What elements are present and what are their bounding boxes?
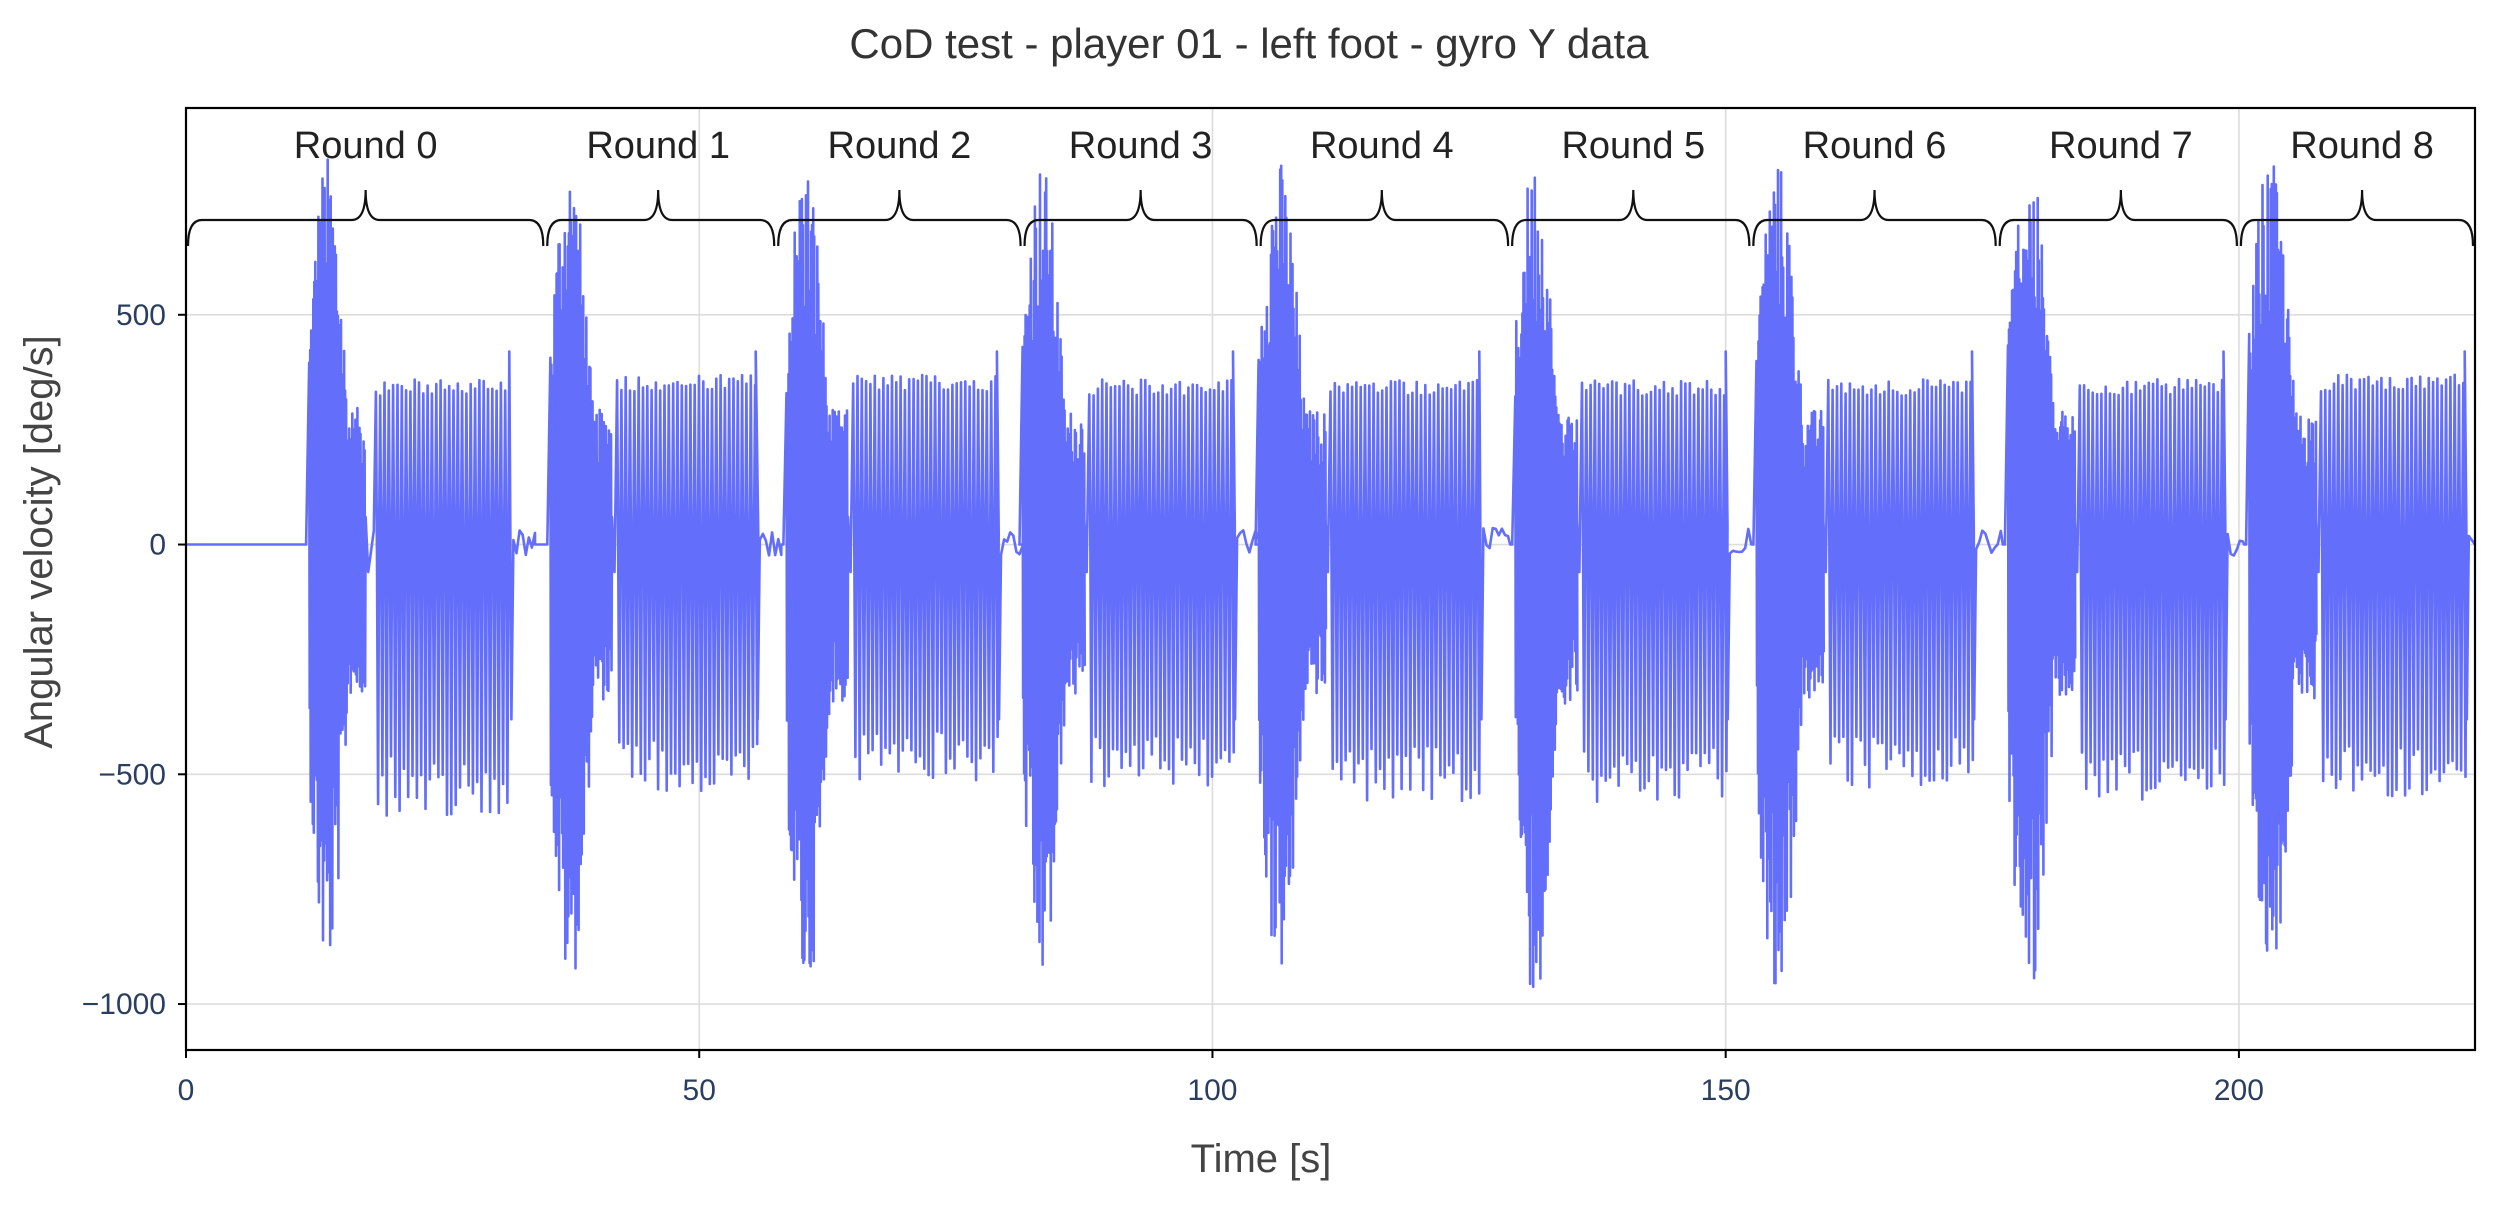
- signal-series: [186, 158, 2477, 989]
- y-tick-label: −500: [98, 758, 166, 791]
- round-label-1: Round 1: [586, 125, 730, 167]
- round-label-7: Round 7: [2049, 125, 2193, 167]
- round-label-0: Round 0: [294, 125, 438, 167]
- x-tick-label: 200: [2214, 1074, 2264, 1107]
- round-brace-4: [1259, 189, 1510, 247]
- y-tick-label: −1000: [82, 988, 166, 1021]
- plot-frame: [184, 106, 2477, 1052]
- x-tick-label: 50: [683, 1074, 716, 1107]
- x-tick-label: 100: [1187, 1074, 1237, 1107]
- round-annotations: Round 0 Round 1 Round 2 Round 3 Round 4 Round…: [186, 125, 2475, 247]
- round-brace-7: [1998, 189, 2239, 247]
- gyro-y-signal-line: [186, 158, 2477, 989]
- round-brace-0: [186, 189, 545, 247]
- round-brace-3: [1023, 189, 1258, 247]
- axes: 0 50 100 150 200 −1000 −500 0 500: [82, 106, 2477, 1107]
- round-brace-8: [2239, 189, 2475, 247]
- round-brace-2: [777, 189, 1022, 247]
- y-tick-label: 500: [116, 299, 166, 332]
- round-label-5: Round 5: [1561, 125, 1705, 167]
- round-label-8: Round 8: [2290, 125, 2434, 167]
- round-brace-1: [546, 189, 776, 247]
- round-label-6: Round 6: [1803, 125, 1947, 167]
- y-axis-title: Angular velocity [deg/s]: [17, 335, 61, 749]
- x-tick-label: 150: [1701, 1074, 1751, 1107]
- x-axis-title: Time [s]: [1191, 1137, 1332, 1181]
- round-brace-6: [1752, 189, 1997, 247]
- y-tick-label: 0: [149, 529, 166, 562]
- round-label-2: Round 2: [828, 125, 972, 167]
- round-label-3: Round 3: [1069, 125, 1213, 167]
- round-brace-5: [1511, 189, 1751, 247]
- chart-title: CoD test - player 01 - left foot - gyro …: [849, 20, 1649, 67]
- x-tick-label: 0: [178, 1074, 195, 1107]
- round-label-4: Round 4: [1310, 125, 1454, 167]
